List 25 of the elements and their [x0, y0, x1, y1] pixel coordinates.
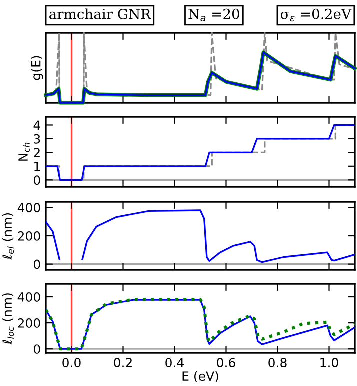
y-tick-label: 400: [18, 203, 40, 213]
y-axis-title: ℓ$_{loc}$ (nm): [2, 294, 14, 345]
x-tick-label: 0.0: [62, 358, 81, 368]
y-tick-label: 200: [18, 318, 40, 328]
x-axis-title: E (eV): [182, 371, 218, 382]
y-tick-label: 3: [34, 134, 40, 144]
x-tick-label: 0.8: [268, 358, 287, 368]
y-tick-label: 200: [18, 231, 40, 241]
y-tick-label: 0: [34, 176, 40, 186]
text: σ$_{ε}$ =0.2eV: [280, 8, 352, 22]
x-tick-label: 0.6: [217, 358, 236, 368]
y-axis-title: ℓ$_{el}$ (nm): [2, 213, 14, 260]
y-tick-label: 0: [34, 344, 40, 354]
y-tick-label: 0: [34, 260, 40, 270]
text: N$_{a}$ =20: [188, 8, 240, 22]
y-tick-label: 400: [18, 292, 40, 302]
y-axis-title: N$_{ch}$: [18, 142, 30, 161]
text: armchair GNR: [50, 8, 152, 20]
x-tick-label: 0.4: [166, 358, 184, 368]
x-tick-label: 0.2: [114, 358, 132, 368]
y-axis-title: g(E): [31, 56, 44, 80]
x-tick-label: 1.0: [320, 358, 338, 368]
y-tick-label: 2: [34, 148, 40, 158]
y-tick-label: 4: [34, 120, 40, 130]
y-tick-label: 1: [34, 162, 40, 172]
